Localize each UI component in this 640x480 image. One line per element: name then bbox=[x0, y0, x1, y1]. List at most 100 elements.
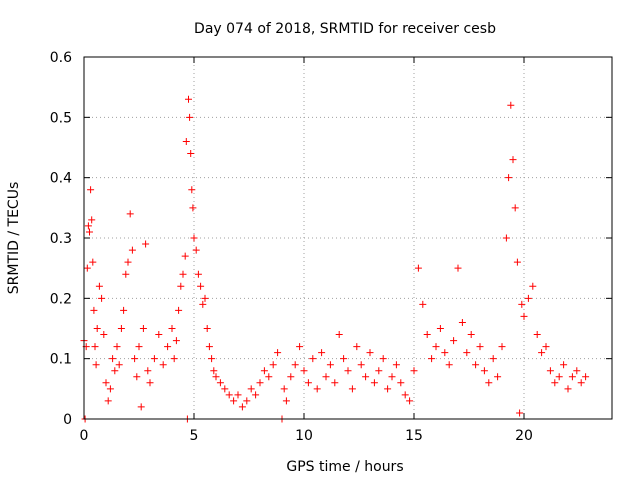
data-point bbox=[144, 367, 152, 375]
y-tick-label: 0 bbox=[63, 412, 72, 428]
data-point bbox=[199, 300, 207, 308]
data-point bbox=[115, 361, 123, 369]
data-point bbox=[419, 300, 427, 308]
data-point bbox=[179, 270, 187, 278]
data-point bbox=[507, 101, 515, 109]
data-point bbox=[436, 325, 444, 332]
data-point bbox=[185, 95, 192, 103]
data-point bbox=[88, 216, 96, 224]
x-tick-label: 5 bbox=[190, 428, 199, 444]
data-point bbox=[322, 373, 330, 381]
data-point bbox=[131, 355, 139, 363]
data-point bbox=[326, 361, 334, 369]
data-point bbox=[454, 264, 462, 272]
data-point bbox=[546, 367, 554, 375]
data-point bbox=[344, 367, 352, 375]
data-point bbox=[485, 379, 493, 387]
data-point bbox=[458, 318, 466, 326]
x-tick-label: 0 bbox=[80, 428, 89, 444]
data-point bbox=[150, 355, 158, 363]
data-point bbox=[577, 379, 585, 387]
data-point bbox=[560, 361, 568, 369]
data-point bbox=[300, 367, 308, 375]
data-point bbox=[247, 385, 255, 393]
data-point bbox=[111, 367, 119, 375]
data-point bbox=[175, 306, 183, 314]
data-point bbox=[542, 343, 550, 351]
data-point bbox=[463, 349, 471, 357]
data-point bbox=[181, 252, 189, 260]
data-point bbox=[392, 361, 400, 369]
data-point bbox=[189, 204, 197, 212]
data-point bbox=[406, 397, 414, 405]
data-point bbox=[113, 343, 121, 351]
y-axis-label: SRMTID / TECUs bbox=[6, 182, 22, 295]
data-point bbox=[201, 294, 209, 302]
chart-title: Day 074 of 2018, SRMTID for receiver ces… bbox=[194, 21, 496, 37]
data-point bbox=[348, 385, 356, 393]
data-point bbox=[170, 355, 178, 363]
data-point bbox=[106, 385, 114, 393]
data-point bbox=[309, 355, 317, 363]
data-point bbox=[98, 294, 106, 302]
data-point bbox=[186, 113, 194, 121]
data-point bbox=[172, 337, 180, 345]
data-point bbox=[104, 397, 112, 405]
data-point bbox=[109, 355, 117, 363]
data-point bbox=[252, 391, 260, 399]
data-point bbox=[260, 367, 268, 375]
data-point bbox=[89, 258, 97, 266]
data-point bbox=[230, 397, 238, 405]
data-point bbox=[513, 258, 521, 266]
data-point bbox=[335, 331, 343, 339]
data-point bbox=[274, 349, 282, 357]
data-point bbox=[384, 385, 392, 393]
data-point bbox=[269, 361, 277, 369]
data-point bbox=[353, 343, 361, 351]
data-point bbox=[476, 343, 484, 351]
data-point bbox=[280, 385, 288, 393]
data-point bbox=[573, 367, 581, 375]
y-tick-label: 0.1 bbox=[50, 352, 72, 368]
data-point bbox=[509, 156, 517, 164]
data-point bbox=[192, 246, 200, 254]
data-point bbox=[139, 325, 147, 332]
y-tick-label: 0.5 bbox=[50, 110, 72, 126]
data-point bbox=[95, 282, 103, 290]
data-point bbox=[135, 343, 143, 351]
data-point bbox=[533, 331, 541, 339]
y-tick-label: 0.6 bbox=[50, 50, 72, 66]
data-point bbox=[205, 343, 213, 351]
data-point bbox=[551, 379, 559, 387]
plot-frame bbox=[83, 56, 613, 420]
data-point bbox=[92, 361, 100, 369]
data-point bbox=[401, 391, 409, 399]
data-point bbox=[146, 379, 154, 387]
data-point bbox=[265, 373, 273, 381]
data-point bbox=[498, 343, 506, 351]
data-point bbox=[489, 355, 497, 363]
x-axis-label: GPS time / hours bbox=[286, 459, 403, 475]
data-point bbox=[291, 361, 299, 369]
data-point bbox=[388, 373, 396, 381]
data-point bbox=[234, 391, 242, 399]
data-point bbox=[197, 282, 205, 290]
data-point bbox=[133, 373, 141, 381]
x-tick-label: 20 bbox=[515, 428, 533, 444]
data-point bbox=[177, 282, 185, 290]
data-point bbox=[164, 343, 172, 351]
data-point bbox=[120, 306, 128, 314]
data-point bbox=[182, 137, 190, 145]
data-point bbox=[502, 234, 510, 242]
data-point bbox=[83, 264, 91, 272]
data-point bbox=[212, 373, 220, 381]
data-point bbox=[210, 367, 218, 375]
data-point bbox=[304, 379, 312, 387]
data-point bbox=[86, 228, 93, 236]
data-point bbox=[370, 379, 378, 387]
data-point bbox=[340, 355, 348, 363]
data-point bbox=[555, 373, 563, 381]
data-point bbox=[188, 186, 196, 194]
data-point bbox=[518, 300, 526, 308]
